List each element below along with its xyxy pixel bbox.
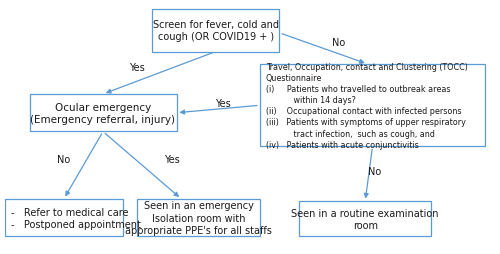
FancyBboxPatch shape <box>260 65 485 147</box>
FancyBboxPatch shape <box>5 199 122 236</box>
Text: Yes: Yes <box>164 154 180 164</box>
FancyBboxPatch shape <box>138 199 260 236</box>
Text: Screen for fever, cold and
cough (OR COVID19 + ): Screen for fever, cold and cough (OR COV… <box>152 20 278 42</box>
Text: Yes: Yes <box>215 98 231 108</box>
Text: Travel, Occupation, contact and Clustering (TOCC)
Questionnaire
(i)     Patients: Travel, Occupation, contact and Clusteri… <box>266 63 468 149</box>
FancyBboxPatch shape <box>299 202 432 236</box>
Text: Seen in an emergency
Isolation room with
appropriate PPE's for all staffs: Seen in an emergency Isolation room with… <box>125 200 272 235</box>
Text: No: No <box>332 37 345 47</box>
FancyBboxPatch shape <box>152 10 280 52</box>
Text: -   Refer to medical care
-   Postponed appointment: - Refer to medical care - Postponed appo… <box>11 207 141 229</box>
Text: Yes: Yes <box>130 62 145 72</box>
FancyBboxPatch shape <box>30 95 176 132</box>
Text: Ocular emergency
(Emergency referral, injury): Ocular emergency (Emergency referral, in… <box>30 102 176 124</box>
Text: No: No <box>368 167 382 177</box>
Text: Seen in a routine examination
room: Seen in a routine examination room <box>292 208 439 230</box>
Text: No: No <box>57 154 70 164</box>
